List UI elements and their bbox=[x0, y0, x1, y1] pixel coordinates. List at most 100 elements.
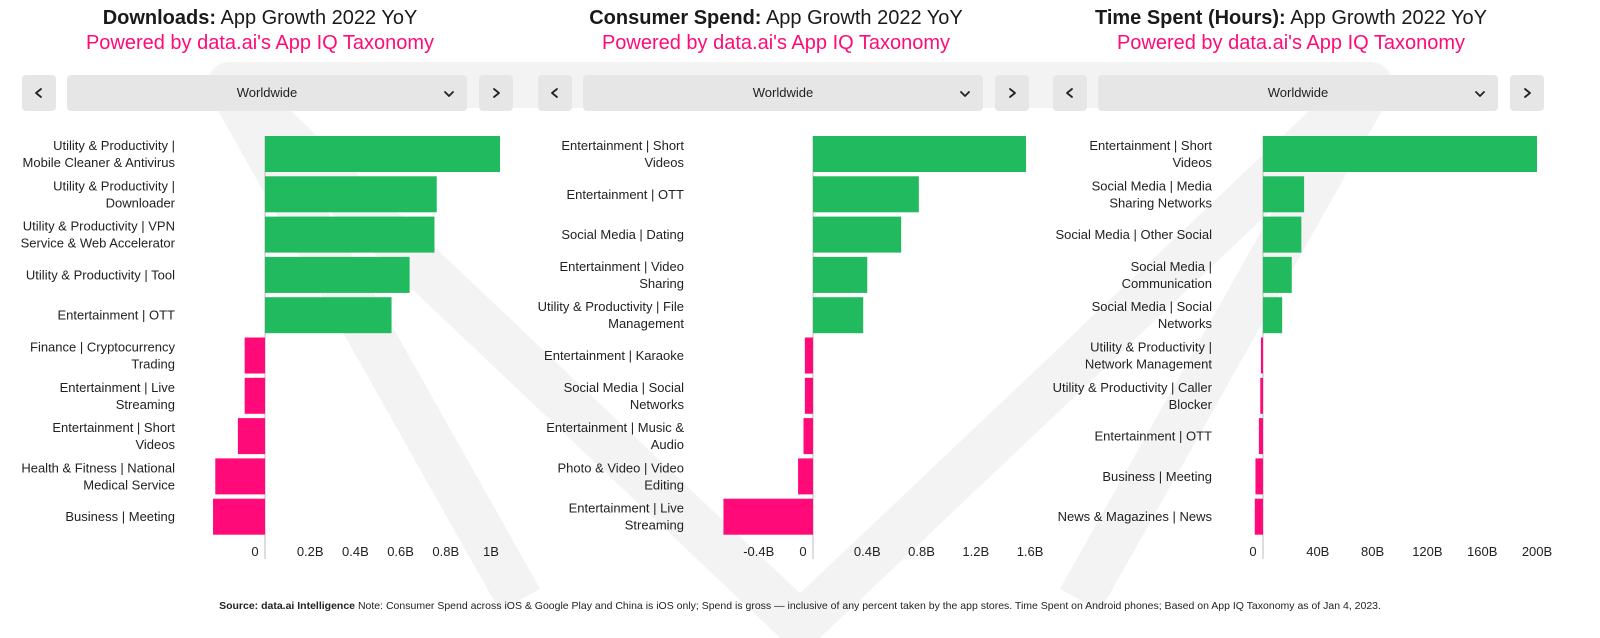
category-label-line: Entertainment | OTT bbox=[566, 187, 684, 202]
category-label: Utility & Productivity | Caller Blocker bbox=[1053, 380, 1213, 412]
x-tick-label: 80B bbox=[1361, 544, 1384, 559]
panel-title-metric: Time Spent (Hours): bbox=[1094, 7, 1286, 29]
category-label-line: Business | Meeting bbox=[1102, 469, 1212, 484]
x-tick-label: 0 bbox=[251, 544, 258, 559]
x-tick-label: 0 bbox=[799, 544, 806, 559]
bar[interactable] bbox=[1263, 216, 1302, 253]
bar[interactable] bbox=[813, 297, 864, 334]
category-label-line: Social Media | Other Social bbox=[1055, 227, 1212, 242]
next-button[interactable] bbox=[1510, 75, 1544, 111]
chevron-down-icon bbox=[1474, 87, 1486, 99]
x-tick-label: 0.4B bbox=[342, 544, 369, 559]
category-label: Utility & Productivity | Tool bbox=[26, 267, 175, 282]
prev-button[interactable] bbox=[1053, 75, 1087, 111]
chevron-right-icon bbox=[1521, 87, 1533, 99]
panel-subtitle: Powered by data.ai's App IQ Taxonomy bbox=[85, 32, 435, 54]
category-label-line: Networks bbox=[1158, 316, 1213, 331]
bar[interactable] bbox=[265, 136, 500, 172]
panel-title-metric: Downloads: bbox=[102, 7, 217, 29]
category-label-line: Social Media | Social bbox=[564, 380, 685, 395]
bar[interactable] bbox=[798, 458, 813, 495]
bar[interactable] bbox=[1260, 377, 1263, 414]
category-label: Utility & Productivity | File Management bbox=[538, 299, 685, 331]
bar[interactable] bbox=[813, 256, 868, 293]
bar[interactable] bbox=[265, 297, 392, 334]
bar[interactable] bbox=[803, 418, 813, 455]
bar[interactable] bbox=[1263, 297, 1283, 334]
category-label-line: Sharing bbox=[639, 276, 684, 291]
bar[interactable] bbox=[244, 337, 265, 374]
x-tick-label: 0.8B bbox=[432, 544, 459, 559]
bar[interactable] bbox=[813, 216, 902, 253]
region-select-value: Worldwide bbox=[752, 85, 814, 100]
category-label-line: Social Media | Social bbox=[1092, 299, 1213, 314]
next-button[interactable] bbox=[479, 75, 513, 111]
category-label-line: Utility & Productivity | Caller bbox=[1053, 380, 1213, 395]
panel-title-metric: Consumer Spend: bbox=[589, 7, 762, 29]
bar[interactable] bbox=[804, 377, 813, 414]
bar[interactable] bbox=[265, 256, 410, 293]
category-label: Utility & Productivity | VPN Service & We… bbox=[21, 219, 176, 251]
category-label-line: Streaming bbox=[116, 397, 175, 412]
category-label-line: Utility & Productivity | bbox=[53, 178, 175, 193]
prev-button[interactable] bbox=[538, 75, 572, 111]
bar[interactable] bbox=[265, 176, 437, 213]
bar[interactable] bbox=[213, 498, 265, 535]
category-label: Entertainment | Karaoke bbox=[544, 348, 684, 363]
category-label: Entertainment | Live Streaming bbox=[569, 501, 684, 533]
category-label-line: Social Media | Dating bbox=[561, 227, 684, 242]
panel-subtitle: Powered by data.ai's App IQ Taxonomy bbox=[601, 32, 951, 54]
category-label: Entertainment | OTT bbox=[57, 308, 175, 323]
bar-chart: Utility & Productivity | Mobile Cleaner &… bbox=[21, 136, 500, 559]
bar[interactable] bbox=[813, 136, 1026, 172]
category-label: Social Media | Communication bbox=[1122, 259, 1212, 291]
category-label-line: Utility & Productivity | File bbox=[538, 299, 684, 314]
category-label-line: Blocker bbox=[1169, 397, 1213, 412]
chevron-down-icon bbox=[443, 87, 455, 99]
bar[interactable] bbox=[813, 176, 919, 213]
category-label: News & Magazines | News bbox=[1058, 509, 1213, 524]
region-select[interactable]: Worldwide bbox=[1098, 75, 1498, 111]
bar[interactable] bbox=[1263, 176, 1305, 213]
panel-title: Consumer Spend: App Growth 2022 YoY bbox=[516, 6, 1036, 30]
prev-button[interactable] bbox=[22, 75, 56, 111]
category-label-line: News & Magazines | News bbox=[1058, 509, 1213, 524]
category-label: Utility & Productivity | Mobile Cleaner &… bbox=[23, 138, 176, 170]
category-label-line: Entertainment | Short bbox=[1089, 138, 1212, 153]
category-label-line: Entertainment | Karaoke bbox=[544, 348, 684, 363]
bar[interactable] bbox=[244, 377, 265, 414]
x-tick-label: 40B bbox=[1306, 544, 1329, 559]
bar[interactable] bbox=[1258, 418, 1263, 455]
region-select[interactable]: Worldwide bbox=[67, 75, 467, 111]
category-label-line: Videos bbox=[135, 437, 175, 452]
category-label: Business | Meeting bbox=[65, 509, 175, 524]
bar[interactable] bbox=[1255, 458, 1263, 495]
bar[interactable] bbox=[804, 337, 813, 374]
category-label-line: Network Management bbox=[1085, 357, 1213, 372]
bar[interactable] bbox=[1260, 337, 1263, 374]
x-tick-label: 120B bbox=[1412, 544, 1442, 559]
category-label: Social Media | Other Social bbox=[1055, 227, 1212, 242]
bar[interactable] bbox=[265, 216, 435, 253]
category-label-line: Entertainment | OTT bbox=[57, 308, 175, 323]
category-label: Entertainment | Live Streaming bbox=[60, 380, 175, 412]
category-label-line: Entertainment | Short bbox=[52, 420, 175, 435]
bar-chart: Entertainment | Short VideosEntertainment… bbox=[538, 136, 1043, 559]
category-label-line: Entertainment | Video bbox=[559, 259, 684, 274]
x-tick-label: 1.6B bbox=[1017, 544, 1044, 559]
bar[interactable] bbox=[1263, 256, 1292, 293]
category-label-line: Entertainment | Live bbox=[60, 380, 175, 395]
bar[interactable] bbox=[215, 458, 265, 495]
region-select[interactable]: Worldwide bbox=[583, 75, 983, 111]
bar[interactable] bbox=[1254, 498, 1263, 535]
x-tick-label: 1.2B bbox=[962, 544, 989, 559]
panel-title-rest: App Growth 2022 YoY bbox=[1285, 7, 1488, 29]
category-label: Finance | Cryptocurrency Trading bbox=[30, 340, 175, 372]
bar[interactable] bbox=[237, 418, 265, 455]
x-tick-label: 0 bbox=[1249, 544, 1256, 559]
category-label-line: Utility & Productivity | bbox=[1090, 340, 1212, 355]
next-button[interactable] bbox=[995, 75, 1029, 111]
bar[interactable] bbox=[1263, 136, 1537, 172]
bar[interactable] bbox=[723, 498, 813, 535]
category-label: Entertainment | Music & Audio bbox=[546, 420, 684, 452]
